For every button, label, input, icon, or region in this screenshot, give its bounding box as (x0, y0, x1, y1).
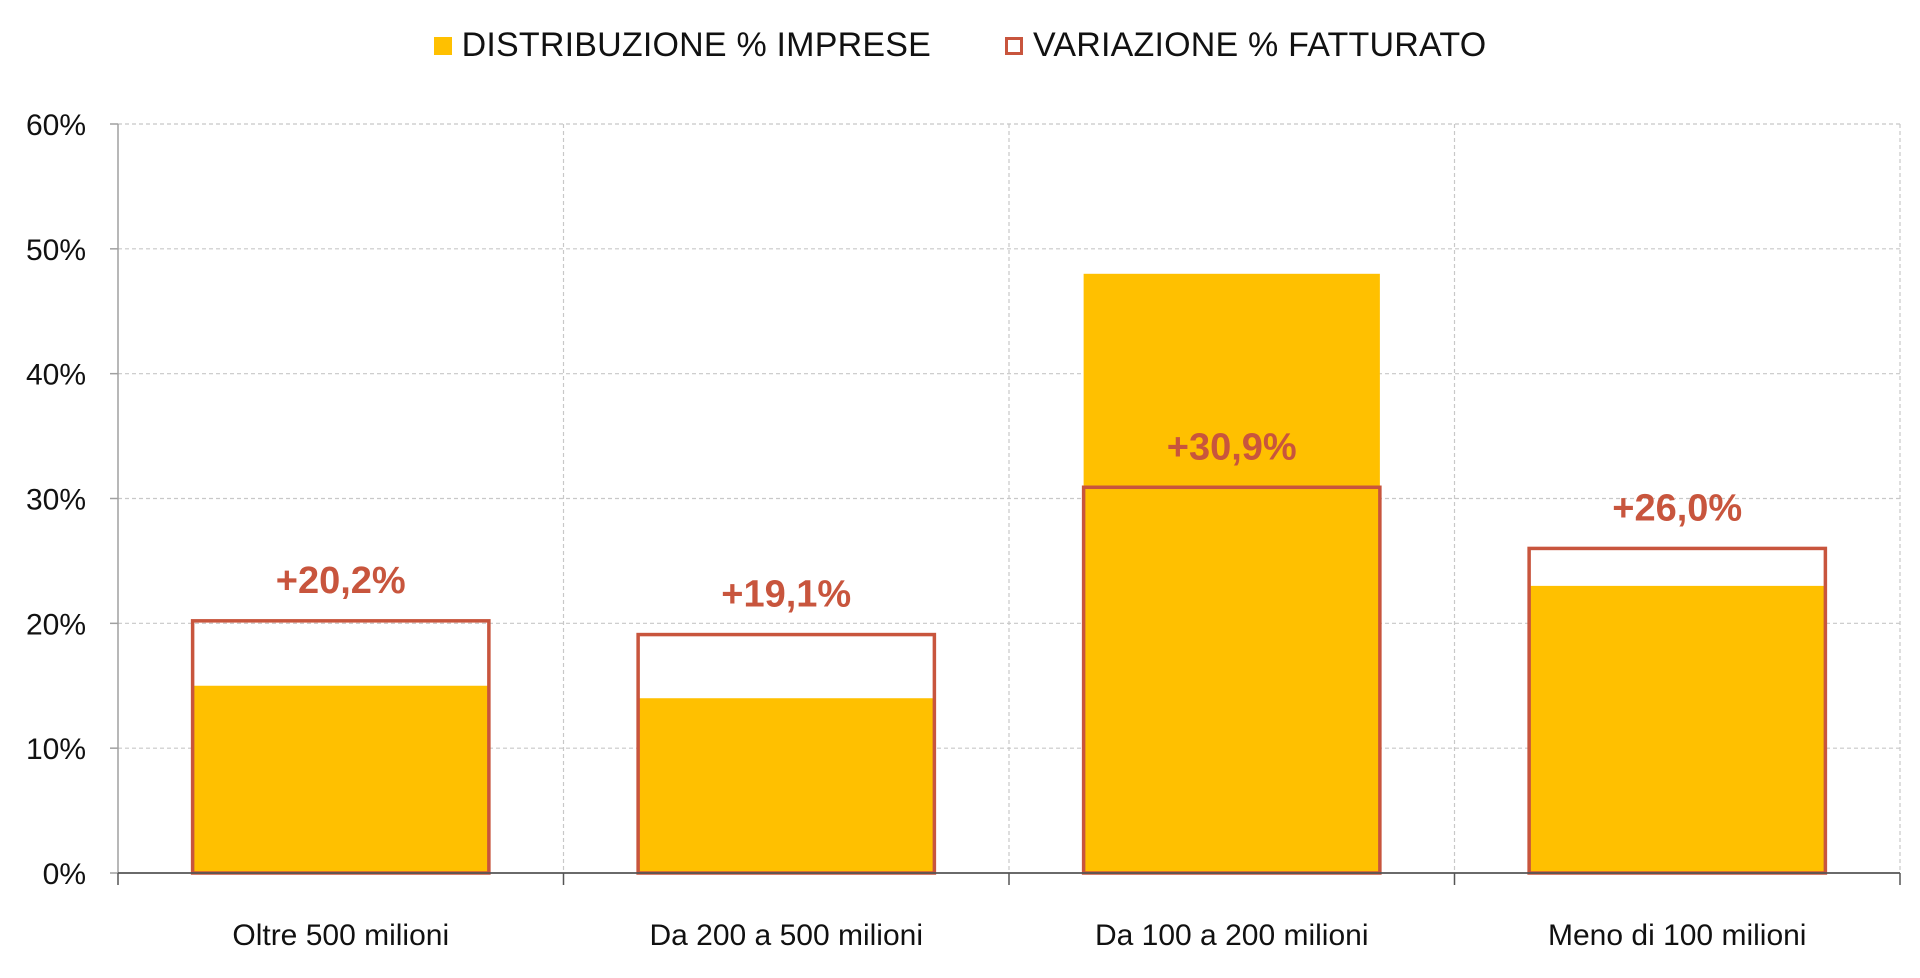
legend-swatch-outline (1004, 36, 1023, 55)
x-category-label: Meno di 100 milioni (1548, 919, 1806, 952)
legend-item-variazione: VARIAZIONE % FATTURATO (1004, 26, 1487, 65)
y-tick-label: 10% (26, 733, 86, 766)
y-tick-label: 50% (26, 234, 86, 267)
bar-distribuzione (192, 685, 489, 873)
data-label-variazione: +26,0% (1612, 487, 1742, 529)
data-label-variazione: +30,9% (1167, 426, 1297, 468)
data-label-variazione: +20,2% (276, 560, 406, 602)
x-category-label: Da 100 a 200 milioni (1095, 919, 1369, 952)
bar-distribuzione (638, 698, 935, 873)
legend-item-distribuzione: DISTRIBUZIONE % IMPRESE (433, 26, 931, 65)
y-tick-label: 40% (26, 359, 86, 392)
chart-legend: DISTRIBUZIONE % IMPRESE VARIAZIONE % FAT… (0, 26, 1920, 65)
y-tick-label: 60% (26, 109, 86, 142)
bar-distribuzione (1083, 273, 1380, 873)
bar-distribuzione (1529, 585, 1826, 873)
y-tick-label: 20% (26, 608, 86, 641)
legend-swatch-filled (433, 36, 452, 55)
x-category-label: Da 200 a 500 milioni (649, 919, 923, 952)
y-tick-label: 0% (43, 858, 86, 891)
legend-label-variazione: VARIAZIONE % FATTURATO (1032, 26, 1487, 64)
x-category-label: Oltre 500 milioni (232, 919, 449, 952)
data-label-variazione: +19,1% (721, 574, 851, 616)
legend-label-distribuzione: DISTRIBUZIONE % IMPRESE (461, 26, 931, 64)
y-tick-label: 30% (26, 484, 86, 517)
